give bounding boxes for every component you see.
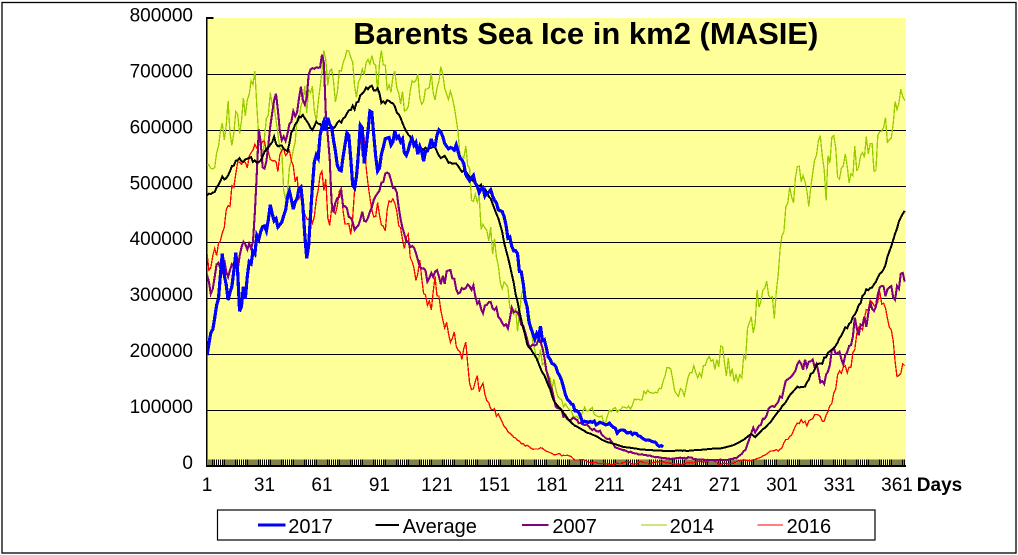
svg-text:300000: 300000 xyxy=(130,285,193,306)
svg-text:2017: 2017 xyxy=(288,516,333,538)
svg-text:271: 271 xyxy=(709,475,741,496)
svg-text:241: 241 xyxy=(651,475,683,496)
svg-text:151: 151 xyxy=(479,475,511,496)
svg-text:1: 1 xyxy=(202,475,213,496)
svg-text:600000: 600000 xyxy=(130,117,193,138)
svg-text:Barents Sea Ice in km2 (MASIE): Barents Sea Ice in km2 (MASIE) xyxy=(353,16,818,51)
svg-text:400000: 400000 xyxy=(130,229,193,250)
svg-text:331: 331 xyxy=(824,475,856,496)
svg-text:121: 121 xyxy=(421,475,453,496)
svg-text:2007: 2007 xyxy=(552,516,597,538)
svg-text:91: 91 xyxy=(369,475,390,496)
svg-text:0: 0 xyxy=(182,453,193,474)
svg-text:100000: 100000 xyxy=(130,397,193,418)
svg-text:61: 61 xyxy=(311,475,332,496)
svg-text:2014: 2014 xyxy=(670,516,715,538)
svg-text:200000: 200000 xyxy=(130,341,193,362)
svg-text:361: 361 xyxy=(881,475,913,496)
svg-text:Days: Days xyxy=(917,475,962,496)
svg-text:Average: Average xyxy=(403,516,477,538)
svg-text:2016: 2016 xyxy=(787,516,832,538)
svg-text:31: 31 xyxy=(254,475,275,496)
svg-text:181: 181 xyxy=(536,475,568,496)
svg-text:800000: 800000 xyxy=(130,6,193,27)
svg-text:700000: 700000 xyxy=(130,61,193,82)
svg-text:211: 211 xyxy=(594,475,624,496)
svg-text:500000: 500000 xyxy=(130,173,193,194)
svg-text:301: 301 xyxy=(766,475,798,496)
